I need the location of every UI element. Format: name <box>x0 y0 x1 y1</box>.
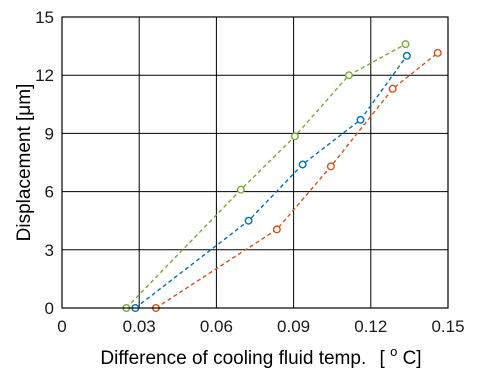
data-point <box>244 216 253 225</box>
y-tick-label: 9 <box>45 124 54 143</box>
series-line <box>134 55 408 309</box>
x-axis-label-text: Difference of cooling fluid temp. <box>100 348 366 369</box>
data-point <box>290 132 299 141</box>
y-tick-label: 6 <box>45 183 54 202</box>
series-layer <box>122 40 442 313</box>
x-tick-label: 0 <box>57 317 66 336</box>
x-tick-label: 0.09 <box>277 317 310 336</box>
data-point <box>298 160 307 169</box>
data-point <box>402 51 411 60</box>
x-axis-unit-celsius: C] <box>403 348 422 369</box>
y-tick-label: 0 <box>45 299 54 318</box>
x-axis-unit-degree: o <box>390 344 397 359</box>
y-axis-title: Displacement [μm] <box>14 84 35 242</box>
data-point <box>401 40 410 49</box>
series-line <box>125 43 406 309</box>
tick-labels: 0 0.03 0.06 0.09 0.12 0.15 0 3 6 9 12 15 <box>35 8 464 336</box>
data-point <box>433 48 442 57</box>
y-tick-label: 3 <box>45 241 54 260</box>
x-tick-label: 0.12 <box>354 317 387 336</box>
data-point <box>356 115 365 124</box>
x-tick-label: 0.03 <box>123 317 156 336</box>
plot-frame <box>61 16 449 309</box>
x-tick-label: 0.15 <box>431 317 464 336</box>
data-point <box>388 84 397 93</box>
x-axis-unit-open: [ <box>380 348 386 369</box>
x-axis-title: Difference of cooling fluid temp. [ o C] <box>100 340 421 369</box>
data-point <box>326 162 335 171</box>
grid <box>61 16 449 309</box>
y-tick-label: 12 <box>35 66 54 85</box>
x-tick-label: 0.06 <box>200 317 233 336</box>
data-point <box>236 185 245 194</box>
y-tick-label: 15 <box>35 8 54 27</box>
data-point <box>344 71 353 80</box>
data-point <box>272 225 281 234</box>
